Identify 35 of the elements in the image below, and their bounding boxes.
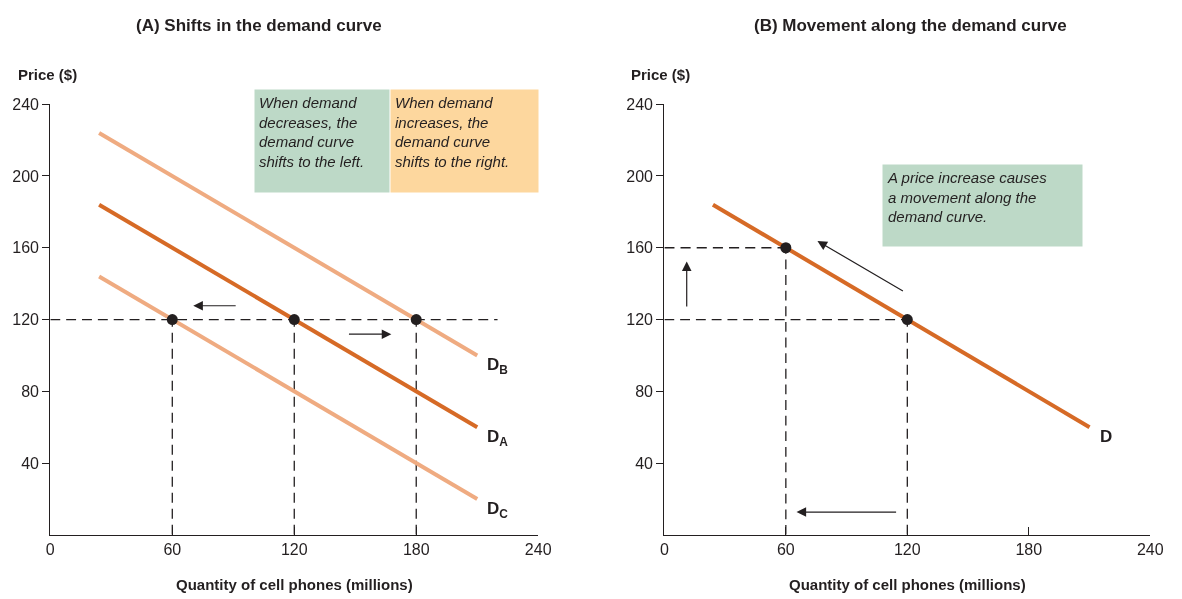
y-tick-label: 160 bbox=[626, 239, 654, 257]
y-axis-title: Price ($) bbox=[631, 66, 691, 83]
x-tick-label: 60 bbox=[163, 541, 182, 559]
y-tick-label: 80 bbox=[21, 382, 40, 400]
chart-title: (B) Movement along the demand curve bbox=[754, 16, 1067, 35]
x-tick-label: 240 bbox=[524, 541, 552, 559]
chart-title: (A) Shifts in the demand curve bbox=[136, 16, 382, 35]
y-tick-label: 40 bbox=[635, 454, 654, 472]
y-tick-label: 120 bbox=[626, 311, 654, 329]
x-tick-label: 180 bbox=[1015, 541, 1043, 559]
x-axis-title: Quantity of cell phones (millions) bbox=[789, 576, 1026, 593]
y-tick-label: 120 bbox=[12, 311, 40, 329]
y-tick-label: 200 bbox=[626, 167, 654, 185]
x-tick-label: 0 bbox=[45, 541, 55, 559]
series-label: D$_{C}$ bbox=[487, 499, 509, 521]
x-axis-title: Quantity of cell phones (millions) bbox=[176, 576, 413, 593]
annotation: When demand decreases, the demand curve shifts to the left. bbox=[259, 94, 365, 170]
y-axis-title: Price ($) bbox=[18, 66, 78, 83]
series-label: D bbox=[1100, 427, 1113, 446]
y-tick-label: 240 bbox=[626, 95, 654, 113]
x-tick-label: 240 bbox=[1136, 541, 1164, 559]
annotation: When demand increases, the demand curve shifts to the right. bbox=[395, 94, 510, 170]
y-tick-label: 160 bbox=[12, 239, 40, 257]
x-tick-label: 120 bbox=[280, 541, 308, 559]
x-tick-label: 60 bbox=[776, 541, 795, 559]
x-tick-label: 180 bbox=[402, 541, 430, 559]
annotation: A price increase causes a movement along the demand curve. bbox=[887, 169, 1048, 225]
series-label: D$_{B}$ bbox=[487, 355, 509, 377]
series-label: D$_{A}$ bbox=[487, 427, 509, 449]
y-tick-label: 240 bbox=[12, 95, 40, 113]
x-tick-label: 120 bbox=[893, 541, 921, 559]
y-tick-label: 200 bbox=[12, 167, 40, 185]
x-tick-label: 0 bbox=[659, 541, 669, 559]
y-tick-label: 80 bbox=[635, 382, 654, 400]
y-tick-label: 40 bbox=[21, 454, 40, 472]
